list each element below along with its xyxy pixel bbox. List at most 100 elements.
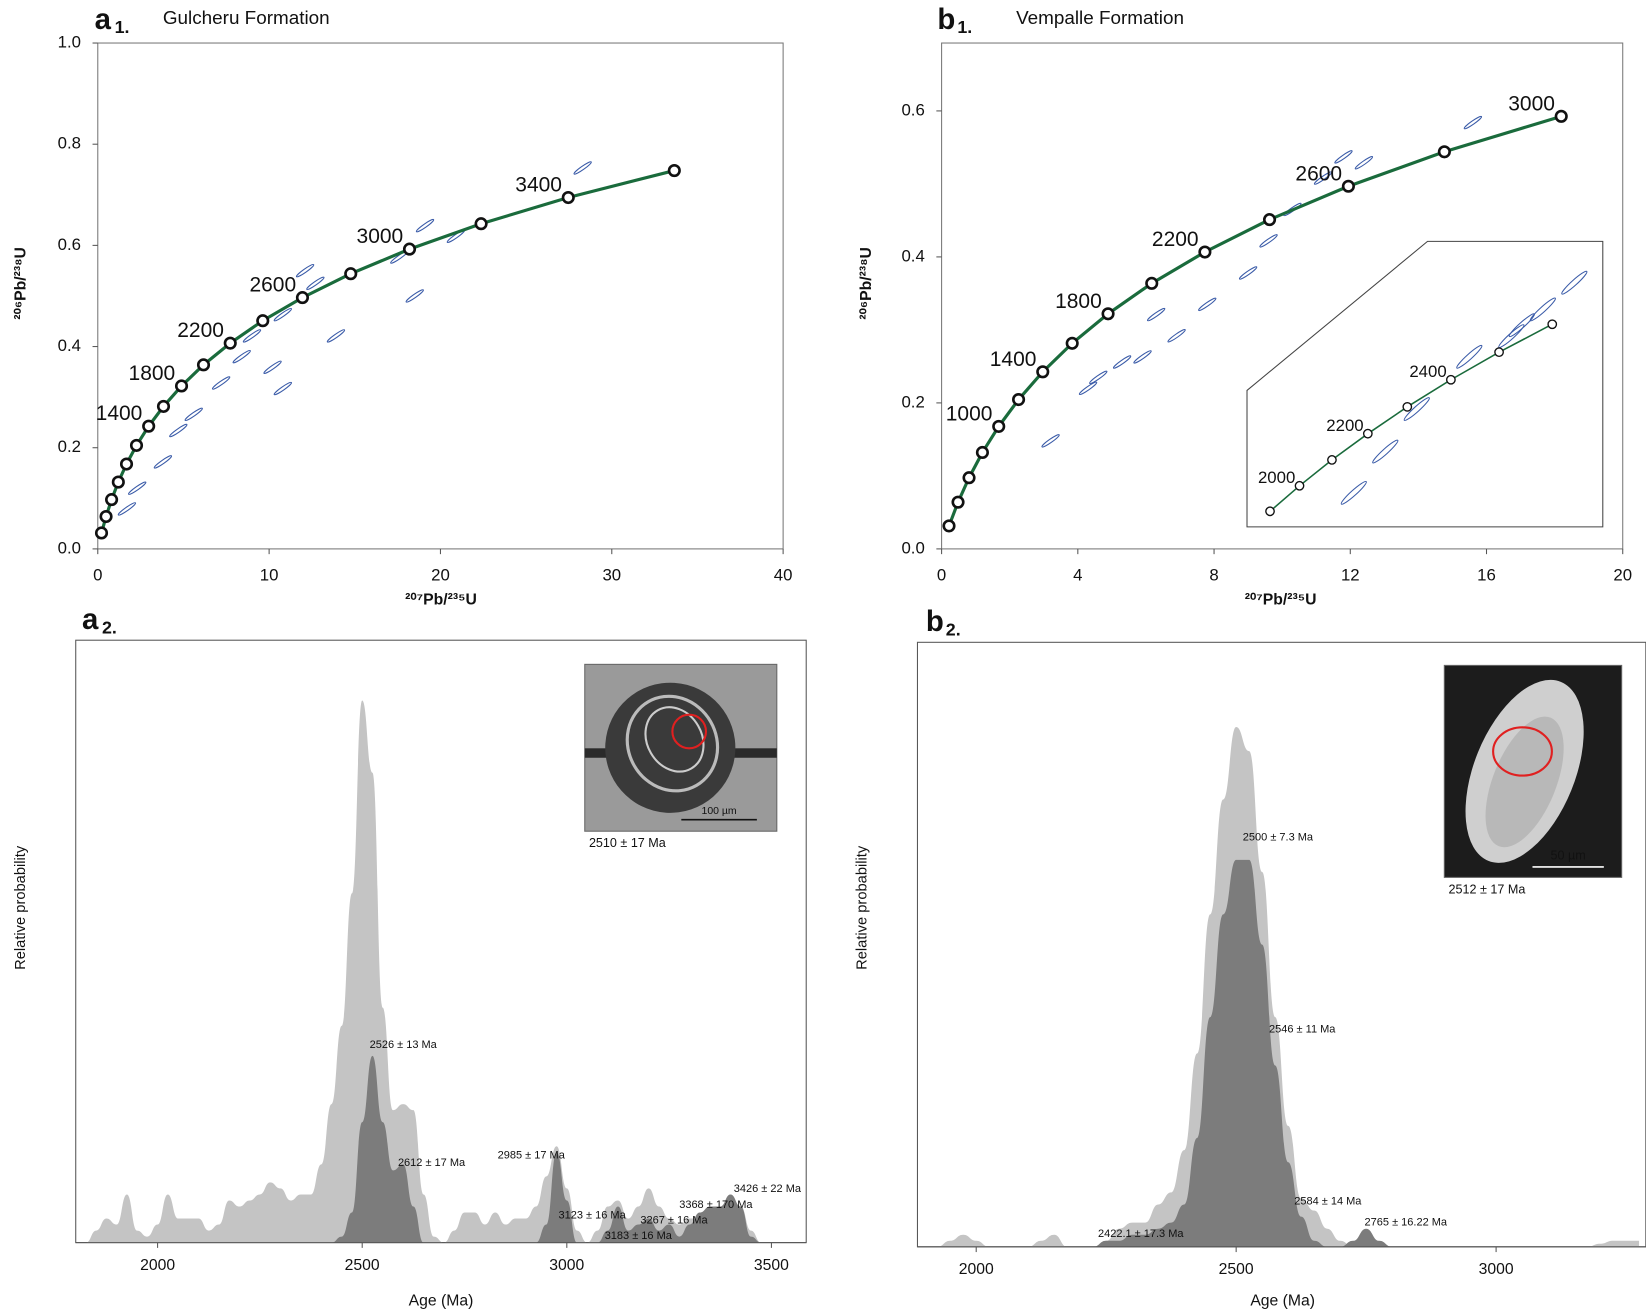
age-marker (1262, 213, 1277, 227)
age-marker (667, 164, 681, 178)
panel-label: b (937, 3, 955, 36)
age-label: 3400 (515, 174, 562, 197)
age-label: 2200 (177, 319, 224, 342)
age-marker (105, 493, 119, 507)
error-ellipse (153, 455, 173, 469)
age-label: 1000 (946, 402, 993, 425)
plot-frame (941, 42, 1624, 550)
error-ellipse (1372, 439, 1399, 464)
x-tick-label: 20 (431, 566, 450, 585)
error-ellipse (1112, 355, 1132, 369)
x-tick-label: 8 (1209, 566, 1218, 585)
error-ellipse (1340, 480, 1367, 505)
age-label: 3000 (1508, 92, 1555, 115)
age-marker (561, 190, 575, 205)
x-tick-label: 20 (1613, 566, 1632, 585)
y-tick-label: 0.8 (58, 134, 81, 153)
age-label: 1800 (129, 362, 176, 385)
peak-annotation: 2500 ± 7.3 Ma (1243, 831, 1314, 843)
error-ellipse (1403, 397, 1430, 421)
age-marker (156, 399, 171, 413)
zircon-zone (644, 706, 705, 773)
age-marker (951, 495, 965, 509)
age-marker (142, 419, 156, 433)
age-label: 2400 (1409, 362, 1446, 381)
age-label: 2000 (1258, 468, 1295, 487)
error-ellipse (1561, 270, 1588, 295)
panel-label: a (82, 603, 99, 636)
y-axis-label: ²⁰⁶Pb/²³⁸U (858, 247, 875, 320)
age-marker (1494, 347, 1504, 358)
age-marker (119, 457, 134, 471)
age-marker (344, 267, 358, 281)
error-ellipse (326, 329, 346, 343)
x-tick-label: 2000 (959, 1261, 994, 1278)
age-label: 1800 (1055, 290, 1102, 313)
error-ellipse (273, 307, 292, 322)
age-marker (402, 242, 417, 256)
x-tick-label: 12 (1341, 566, 1360, 585)
peak-annotation: 2546 ± 11 Ma (1269, 1023, 1336, 1035)
error-ellipse (1133, 350, 1152, 364)
peak-annotation: 2584 ± 14 Ma (1294, 1196, 1362, 1208)
y-tick-label: 0.4 (58, 336, 81, 355)
analysis-spot (1492, 726, 1553, 777)
x-axis-label: ²⁰⁷Pb/²³⁵U (405, 591, 477, 608)
age-label: 2600 (1295, 162, 1342, 185)
y-axis-label: ²⁰⁶Pb/²³⁸U (12, 247, 29, 320)
peak-annotation: 2612 ± 17 Ma (398, 1157, 466, 1169)
age-label: 2200 (1326, 416, 1363, 435)
age-marker (111, 475, 125, 489)
age-marker (474, 217, 488, 231)
plot-frame (97, 42, 784, 550)
age-label: 2600 (249, 274, 296, 297)
age-marker (962, 471, 976, 485)
age-marker (1402, 401, 1413, 412)
image-caption: 2512 ± 17 Ma (1449, 882, 1526, 896)
x-axis-label: ²⁰⁷Pb/²³⁵U (1245, 591, 1317, 608)
x-tick-label: 16 (1477, 566, 1496, 585)
concordia-curve (1269, 323, 1553, 512)
scale-bar-label: 50 µm (1551, 849, 1586, 863)
panel-label: b (926, 605, 944, 638)
peak-annotation: 3183 ± 16 Ma (605, 1230, 673, 1242)
image-caption: 2510 ± 17 Ma (589, 836, 666, 850)
error-ellipse (415, 218, 435, 233)
x-axis-label: Age (Ma) (409, 1293, 474, 1310)
error-ellipse (1041, 434, 1060, 448)
age-marker (1265, 506, 1275, 517)
y-tick-label: 0.2 (901, 392, 924, 411)
age-marker (1554, 109, 1568, 123)
error-ellipse (1313, 171, 1333, 185)
error-ellipse (1334, 150, 1353, 164)
age-marker (94, 526, 109, 540)
age-marker (1198, 245, 1212, 259)
error-ellipse (405, 289, 424, 303)
error-ellipse (1146, 307, 1166, 322)
zircon-image: 50 µm (1443, 664, 1623, 878)
error-ellipse (117, 502, 137, 516)
age-marker (975, 445, 989, 460)
error-ellipse (1259, 234, 1278, 248)
zircon-zone (1485, 716, 1564, 848)
inset-frame (1246, 240, 1604, 528)
error-ellipse (232, 349, 251, 364)
error-ellipse (1463, 115, 1483, 130)
peak-annotation: 2526 ± 13 Ma (370, 1039, 438, 1051)
panel-label-sub: 1. (115, 17, 130, 37)
error-ellipse (1456, 344, 1483, 369)
panel-label-sub: 2. (946, 619, 961, 639)
peak-annotation: 3267 ± 16 Ma (640, 1214, 708, 1226)
density-area (924, 859, 1640, 1247)
y-tick-label: 0.6 (58, 235, 81, 254)
analysis-spot (671, 713, 708, 750)
error-ellipse (242, 329, 262, 343)
error-ellipse (211, 376, 231, 390)
density-area (85, 1055, 803, 1243)
error-ellipse (1089, 370, 1108, 385)
y-tick-label: 0.6 (901, 100, 924, 119)
x-tick-label: 2500 (1219, 1261, 1254, 1278)
error-ellipse (263, 360, 282, 374)
